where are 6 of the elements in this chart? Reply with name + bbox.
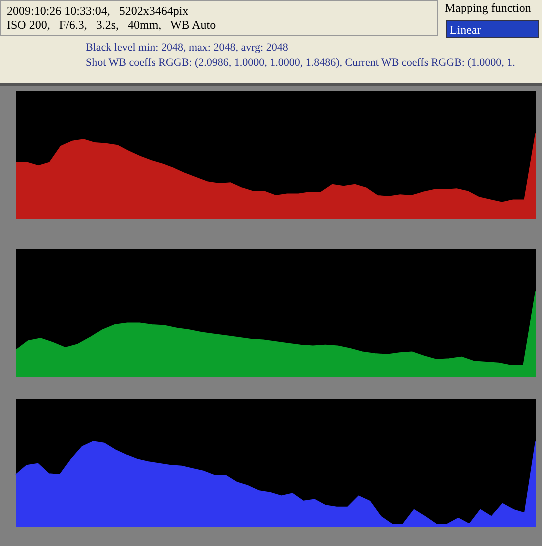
text: Mapping function xyxy=(445,1,532,16)
dropdown-field: Linear xyxy=(446,20,539,38)
text: ISO 200, F/6.3, 3.2s, 40mm, WB Auto xyxy=(7,18,218,32)
text: 2009:10:26 10:33:04, 5202x3464pix xyxy=(7,4,190,18)
text: Black level min: 2048, max: 2048, avrg: 2048 xyxy=(86,41,290,56)
text: Shot WB coeffs RGGB: (2.0986, 1.0000, 1.0000, 1.8486), Current WB coeffs RGGB: (1.0000, 1. xyxy=(86,56,516,71)
